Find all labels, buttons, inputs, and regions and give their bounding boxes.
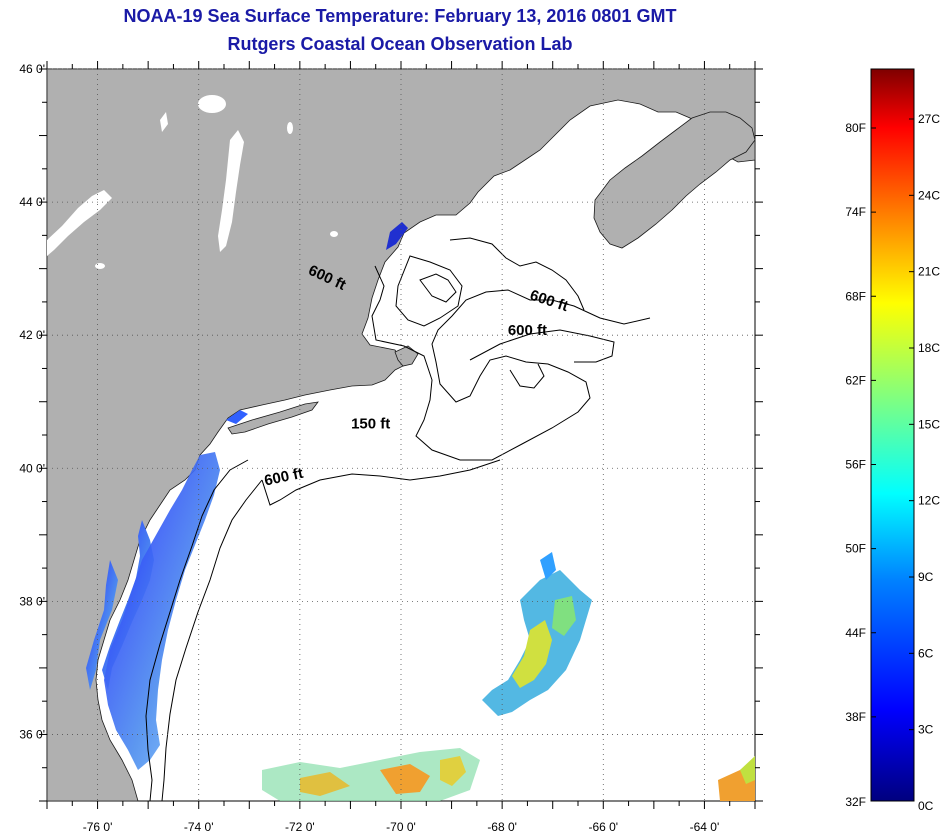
contour-label: 600 ft bbox=[508, 322, 547, 339]
latitude-labels: 46 0' 44 0' 42 0' 40 0' 38 0' 36 0' bbox=[19, 62, 45, 741]
lon-label: -66 0' bbox=[588, 820, 618, 834]
colorbar-f-label: 74F bbox=[845, 205, 866, 219]
lat-label: 40 0' bbox=[19, 461, 45, 475]
colorbar: 80F 74F 68F 62F 56F 50F 44F 38F 32F 27C 24C 21C 18C… bbox=[845, 68, 940, 813]
sst-offshore-patches bbox=[262, 552, 755, 801]
colorbar-c-label: 12C bbox=[918, 494, 940, 508]
colorbar-celsius-labels: 27C 24C 21C 18C 15C 12C 9C 6C 3C 0C bbox=[909, 112, 940, 813]
lon-label: -68 0' bbox=[487, 820, 517, 834]
lon-label: -64 0' bbox=[690, 820, 720, 834]
colorbar-c-label: 24C bbox=[918, 188, 940, 202]
lat-label: 46 0' bbox=[19, 62, 45, 76]
colorbar-c-label: 27C bbox=[918, 112, 940, 126]
colorbar-c-label: 21C bbox=[918, 265, 940, 279]
colorbar-fahrenheit-labels: 80F 74F 68F 62F 56F 50F 44F 38F 32F bbox=[845, 121, 876, 809]
colorbar-c-label: 9C bbox=[918, 570, 934, 584]
colorbar-f-label: 50F bbox=[845, 542, 866, 556]
contour-label: 150 ft bbox=[351, 415, 390, 432]
colorbar-f-label: 44F bbox=[845, 626, 866, 640]
colorbar-f-label: 80F bbox=[845, 121, 866, 135]
colorbar-c-label: 3C bbox=[918, 723, 934, 737]
lon-label: -74 0' bbox=[184, 820, 214, 834]
sst-coastal-band bbox=[104, 222, 408, 770]
lat-label: 36 0' bbox=[19, 727, 45, 741]
colorbar-f-label: 56F bbox=[845, 458, 866, 472]
lon-label: -72 0' bbox=[285, 820, 315, 834]
land-mass bbox=[46, 68, 756, 802]
lat-label: 42 0' bbox=[19, 328, 45, 342]
longitude-labels: -76 0' -74 0' -72 0' -70 0' -68 0' -66 0' -64 … bbox=[83, 820, 720, 834]
lon-label: -70 0' bbox=[386, 820, 416, 834]
colorbar-f-label: 68F bbox=[845, 289, 866, 303]
colorbar-f-label: 62F bbox=[845, 373, 866, 387]
lat-label: 44 0' bbox=[19, 195, 45, 209]
colorbar-c-label: 0C bbox=[918, 799, 934, 813]
colorbar-c-label: 18C bbox=[918, 341, 940, 355]
graticule bbox=[47, 68, 755, 801]
map-subtitle: Rutgers Coastal Ocean Observation Lab bbox=[227, 34, 573, 54]
colorbar-c-label: 6C bbox=[918, 646, 934, 660]
colorbar-gradient bbox=[870, 68, 915, 802]
colorbar-f-label: 32F bbox=[845, 795, 866, 809]
lat-label: 38 0' bbox=[19, 594, 45, 608]
map-title: NOAA-19 Sea Surface Temperature: Februar… bbox=[123, 6, 677, 26]
bathymetry-contours bbox=[145, 237, 651, 802]
axis-ticks bbox=[39, 61, 763, 809]
colorbar-c-label: 15C bbox=[918, 417, 940, 431]
colorbar-f-label: 38F bbox=[845, 710, 866, 724]
lon-label: -76 0' bbox=[83, 820, 113, 834]
inland-lakes bbox=[47, 95, 338, 269]
